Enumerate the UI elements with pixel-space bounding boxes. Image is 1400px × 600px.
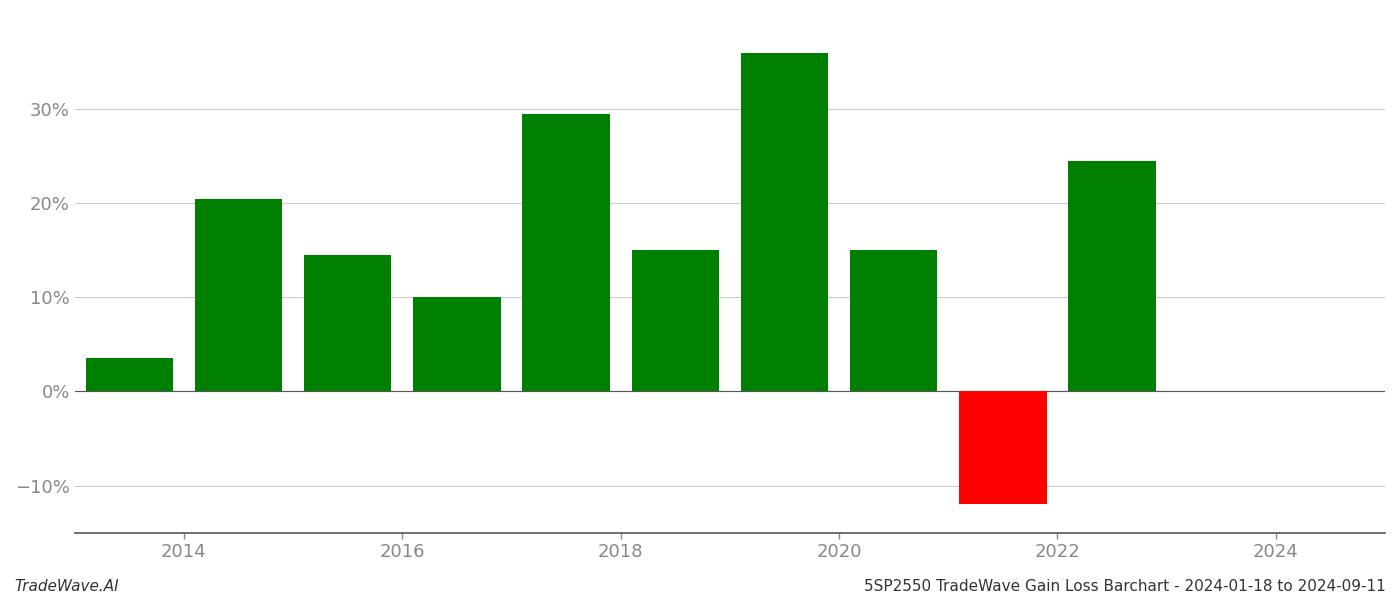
Bar xyxy=(522,114,610,391)
Bar xyxy=(959,391,1047,505)
Text: TradeWave.AI: TradeWave.AI xyxy=(14,579,119,594)
Bar xyxy=(850,250,938,391)
Text: 5SP2550 TradeWave Gain Loss Barchart - 2024-01-18 to 2024-09-11: 5SP2550 TradeWave Gain Loss Barchart - 2… xyxy=(864,579,1386,594)
Bar xyxy=(413,298,501,391)
Bar xyxy=(304,255,392,391)
Bar xyxy=(1068,161,1156,391)
Bar xyxy=(195,199,283,391)
Bar xyxy=(85,358,174,391)
Bar xyxy=(741,53,829,391)
Bar xyxy=(631,250,720,391)
